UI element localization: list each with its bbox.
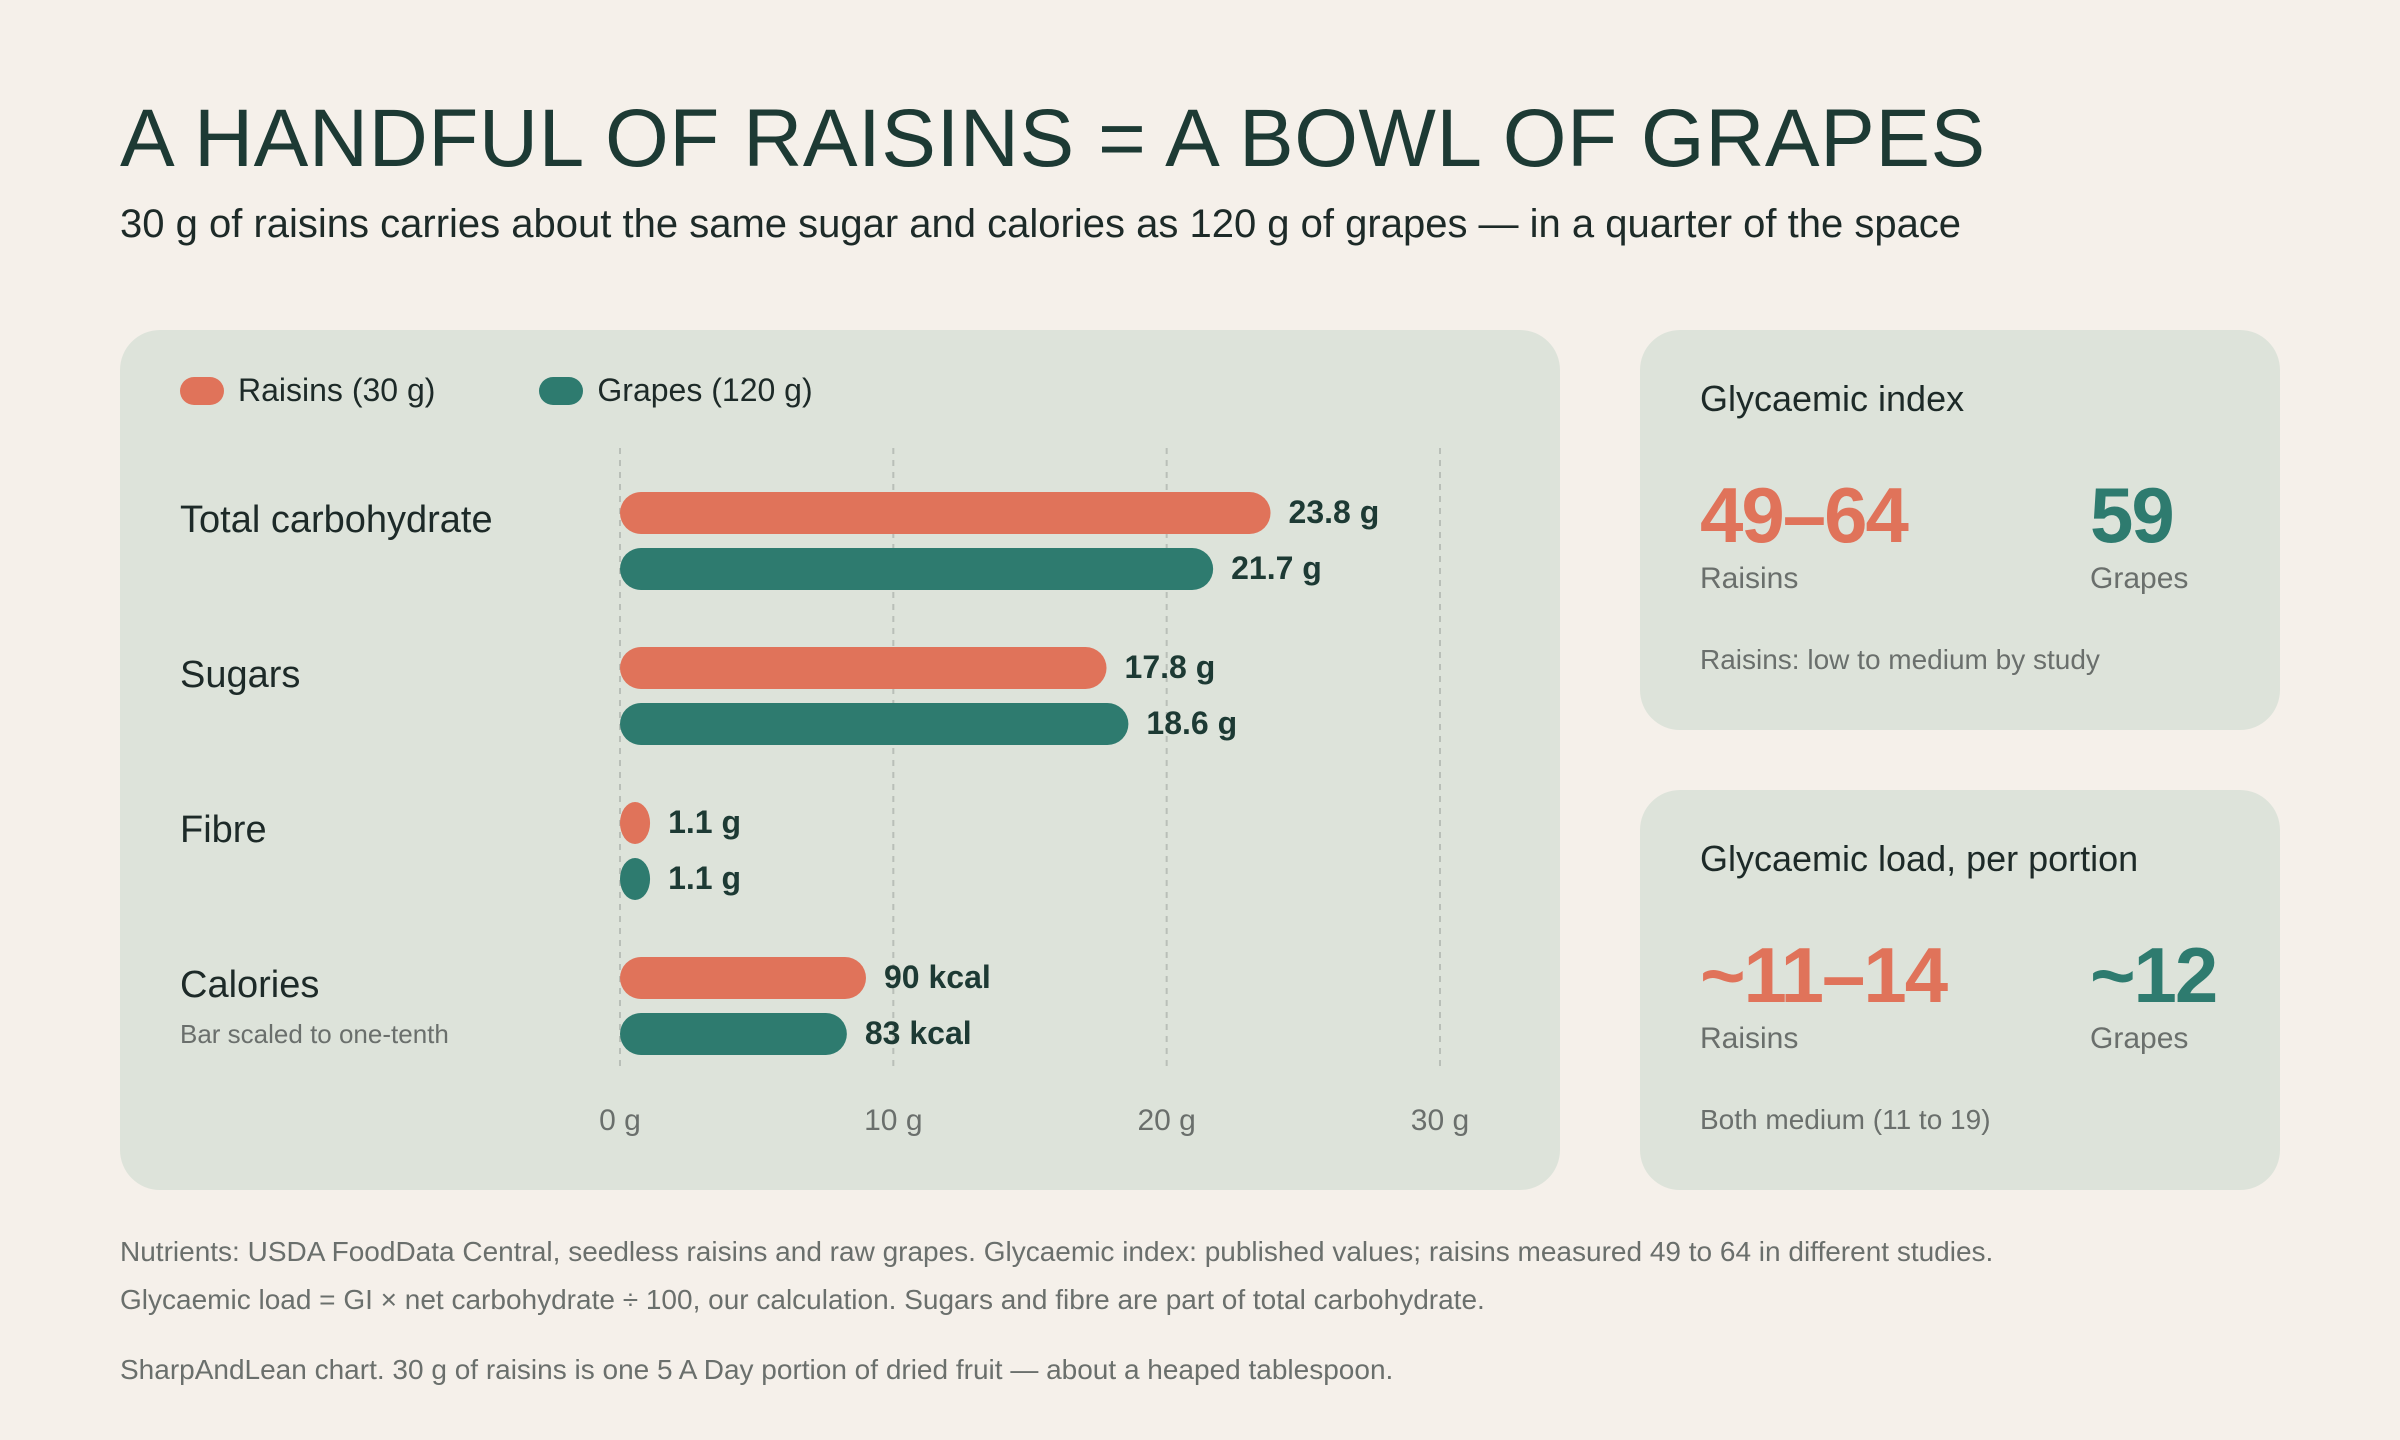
- gi-card-title: Glycaemic index: [1700, 378, 1965, 419]
- category-note: Bar scaled to one-tenth: [180, 1019, 449, 1049]
- category-label: Fibre: [180, 809, 267, 851]
- x-tick-label: 10 g: [864, 1104, 922, 1137]
- bar-grapes: [620, 703, 1129, 745]
- bar-chart: 0 g 10 g 20 g 30 g Total carbohydrate 23.8 g 2…: [180, 448, 1469, 1137]
- category-label: Sugars: [180, 654, 300, 696]
- gl-grapes-value: ~12: [2090, 931, 2218, 1019]
- category-label: Total carbohydrate: [180, 499, 493, 541]
- data-label: 17.8 g: [1125, 649, 1216, 685]
- gl-raisins-label: Raisins: [1700, 1022, 1799, 1055]
- data-label: 83 kcal: [865, 1015, 972, 1051]
- x-tick-label: 30 g: [1411, 1104, 1469, 1137]
- data-label: 1.1 g: [668, 804, 741, 840]
- bar-raisins: [620, 647, 1107, 689]
- bar-grapes: [620, 1013, 847, 1055]
- data-label: 23.8 g: [1289, 494, 1380, 530]
- gl-card-note: Both medium (11 to 19): [1700, 1104, 1991, 1135]
- bar-raisins: [620, 802, 651, 844]
- gi-raisins-value: 49–64: [1700, 471, 1909, 559]
- footnote-sources: Nutrients: USDA FoodData Central, seedle…: [120, 1236, 1994, 1267]
- legend-swatch-grapes: [539, 376, 584, 405]
- x-tick-label: 20 g: [1137, 1104, 1195, 1137]
- gi-card-note: Raisins: low to medium by study: [1700, 644, 2100, 675]
- footnote-credit: SharpAndLean chart. 30 g of raisins is o…: [120, 1354, 1394, 1385]
- footnote-calculation: Glycaemic load = GI × net carbohydrate ÷…: [120, 1284, 1485, 1315]
- x-tick-label: 0 g: [599, 1104, 641, 1137]
- legend-label-grapes: Grapes (120 g): [597, 372, 813, 408]
- gl-card-title: Glycaemic load, per portion: [1700, 838, 2139, 879]
- category-label: Calories: [180, 964, 319, 1006]
- legend-item-grapes: Grapes (120 g): [539, 372, 813, 409]
- bar-grapes: [620, 858, 651, 900]
- glycaemic-load-card: Glycaemic load, per portion ~11–14 ~12 R…: [1640, 790, 2280, 1190]
- page-title: A HANDFUL OF RAISINS = A BOWL OF GRAPES: [120, 93, 1986, 184]
- data-label: 90 kcal: [884, 959, 991, 995]
- bar-raisins: [620, 957, 866, 999]
- gi-raisins-label: Raisins: [1700, 562, 1799, 595]
- bar-raisins: [620, 492, 1271, 534]
- bar-grapes: [620, 548, 1214, 590]
- legend-label-raisins: Raisins (30 g): [238, 372, 436, 408]
- gl-grapes-label: Grapes: [2090, 1022, 2189, 1055]
- legend-swatch-raisins: [180, 376, 224, 405]
- page-subtitle: 30 g of raisins carries about the same s…: [120, 202, 1962, 246]
- chart-legend: Raisins (30 g) Grapes (120 g): [180, 372, 917, 409]
- gl-raisins-value: ~11–14: [1700, 931, 1948, 1019]
- data-label: 21.7 g: [1231, 550, 1322, 586]
- data-label: 18.6 g: [1146, 705, 1237, 741]
- glycaemic-index-card: Glycaemic index 49–64 59 Raisins Grapes …: [1640, 330, 2280, 730]
- gi-grapes-value: 59: [2090, 471, 2175, 559]
- data-label: 1.1 g: [668, 860, 741, 896]
- legend-item-raisins: Raisins (30 g): [180, 372, 435, 409]
- gi-grapes-label: Grapes: [2090, 562, 2189, 595]
- chart-panel: Raisins (30 g) Grapes (120 g) 0 g 10 g 20 …: [120, 330, 1560, 1190]
